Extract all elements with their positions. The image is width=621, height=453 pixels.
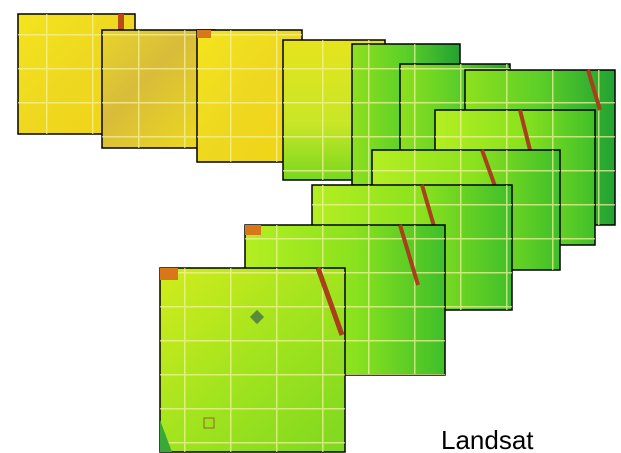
tile bbox=[160, 268, 345, 452]
tile-stack bbox=[18, 14, 615, 452]
figure: Landsat bbox=[0, 0, 621, 453]
caption: Landsat bbox=[441, 425, 534, 453]
